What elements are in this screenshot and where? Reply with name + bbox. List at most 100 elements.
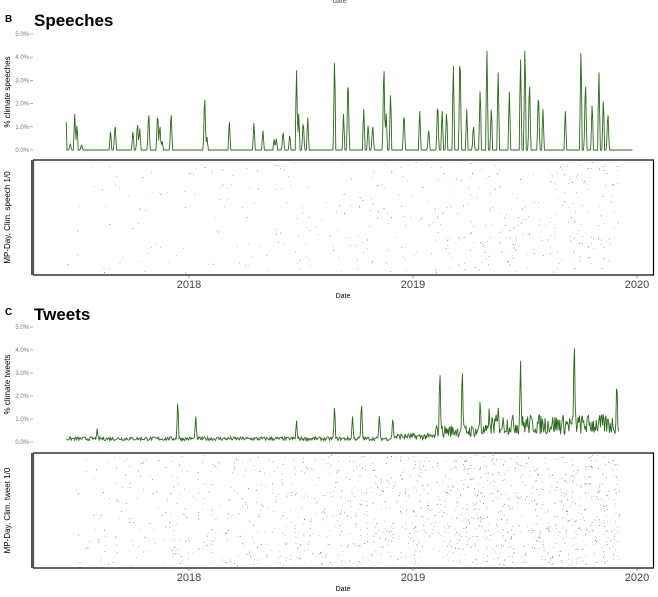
y-tick-label: 3.0% bbox=[15, 371, 29, 377]
raster-dot bbox=[531, 501, 533, 502]
raster-dot bbox=[198, 518, 199, 520]
y-tick-label: 2.0% bbox=[15, 102, 29, 108]
raster-dot bbox=[478, 468, 480, 470]
raster-dot bbox=[108, 268, 109, 270]
raster-dot bbox=[593, 530, 594, 532]
raster-dot bbox=[438, 496, 439, 497]
raster-dot bbox=[345, 561, 346, 563]
raster-dot bbox=[566, 511, 567, 512]
raster-dot bbox=[501, 519, 502, 520]
raster-dot bbox=[249, 550, 251, 552]
raster-dot bbox=[266, 556, 268, 558]
raster-dot bbox=[129, 487, 130, 488]
raster-dot bbox=[424, 529, 426, 531]
raster-dot bbox=[503, 564, 505, 566]
raster-dot bbox=[260, 484, 262, 486]
raster-dot bbox=[252, 537, 253, 538]
raster-dot bbox=[563, 456, 564, 458]
raster-dot bbox=[591, 529, 593, 531]
raster-dot bbox=[590, 525, 591, 526]
raster-dot bbox=[349, 461, 351, 463]
raster-dot bbox=[553, 547, 554, 549]
raster-dot bbox=[107, 462, 109, 463]
raster-dot bbox=[416, 480, 418, 482]
raster-dot bbox=[542, 489, 544, 490]
raster-dot bbox=[119, 263, 121, 265]
raster-dot bbox=[286, 518, 288, 520]
raster-dot bbox=[473, 518, 475, 520]
raster-dot bbox=[576, 548, 578, 550]
raster-dot bbox=[185, 508, 186, 510]
raster-dot bbox=[493, 485, 494, 487]
raster-dot bbox=[470, 163, 472, 164]
raster-dot bbox=[338, 514, 340, 516]
raster-dot bbox=[359, 476, 361, 477]
raster-dot bbox=[381, 184, 383, 185]
raster-dot bbox=[565, 461, 567, 463]
raster-dot bbox=[559, 551, 561, 552]
raster-dot bbox=[485, 473, 487, 474]
raster-dot bbox=[202, 462, 203, 463]
raster-dot bbox=[615, 533, 617, 534]
raster-dot bbox=[612, 546, 614, 548]
raster-dot bbox=[213, 264, 214, 265]
raster-dot bbox=[392, 487, 393, 489]
raster-dot bbox=[545, 559, 546, 560]
raster-dot bbox=[515, 495, 516, 497]
raster-dot bbox=[617, 166, 619, 167]
raster-dot bbox=[109, 224, 111, 225]
raster-dot bbox=[460, 495, 461, 497]
raster-dot bbox=[417, 530, 418, 532]
raster-dot bbox=[257, 532, 259, 533]
raster-dot bbox=[576, 534, 578, 535]
raster-dot bbox=[280, 188, 282, 190]
raster-dot bbox=[379, 495, 381, 496]
raster-dot bbox=[455, 466, 456, 468]
raster-dot bbox=[496, 545, 497, 547]
raster-dot bbox=[594, 540, 596, 542]
raster-dot bbox=[510, 458, 512, 460]
raster-dot bbox=[502, 546, 504, 547]
raster-dot bbox=[122, 257, 124, 259]
raster-dot bbox=[513, 548, 515, 549]
raster-dot bbox=[463, 263, 465, 264]
raster-dot bbox=[460, 514, 462, 515]
raster-dot bbox=[422, 187, 424, 188]
raster-dot bbox=[425, 456, 427, 458]
raster-dot bbox=[219, 199, 221, 200]
raster-dot bbox=[540, 532, 542, 534]
raster-dot bbox=[546, 238, 548, 240]
raster-dot bbox=[425, 532, 427, 534]
raster-dot bbox=[515, 244, 516, 245]
raster-dot bbox=[565, 474, 567, 475]
raster-dot bbox=[429, 509, 431, 511]
raster-dot bbox=[477, 455, 478, 457]
raster-dot bbox=[556, 481, 558, 483]
raster-dot bbox=[568, 183, 570, 184]
raster-dot bbox=[392, 565, 394, 566]
raster-dot bbox=[514, 270, 516, 272]
raster-dot bbox=[405, 258, 407, 260]
raster-dot bbox=[561, 259, 563, 261]
raster-dot bbox=[524, 206, 526, 208]
raster-dot bbox=[285, 534, 287, 536]
raster-dot bbox=[242, 207, 244, 208]
raster-dot bbox=[561, 456, 563, 458]
raster-dot bbox=[183, 514, 185, 515]
raster-dot bbox=[531, 528, 533, 530]
raster-dot bbox=[341, 544, 343, 546]
raster-dot bbox=[573, 521, 575, 522]
raster-dot bbox=[383, 208, 385, 209]
raster-dot bbox=[604, 545, 606, 546]
raster-dot bbox=[547, 240, 549, 242]
raster-dot bbox=[443, 526, 445, 528]
raster-dot bbox=[509, 264, 511, 266]
raster-dot bbox=[568, 520, 569, 522]
raster-dot bbox=[353, 470, 354, 471]
raster-dot bbox=[504, 224, 506, 226]
raster-dot bbox=[532, 466, 534, 468]
raster-dot bbox=[502, 505, 504, 507]
raster-dot bbox=[456, 517, 457, 519]
raster-dot bbox=[613, 559, 615, 560]
raster-dot bbox=[271, 549, 273, 551]
